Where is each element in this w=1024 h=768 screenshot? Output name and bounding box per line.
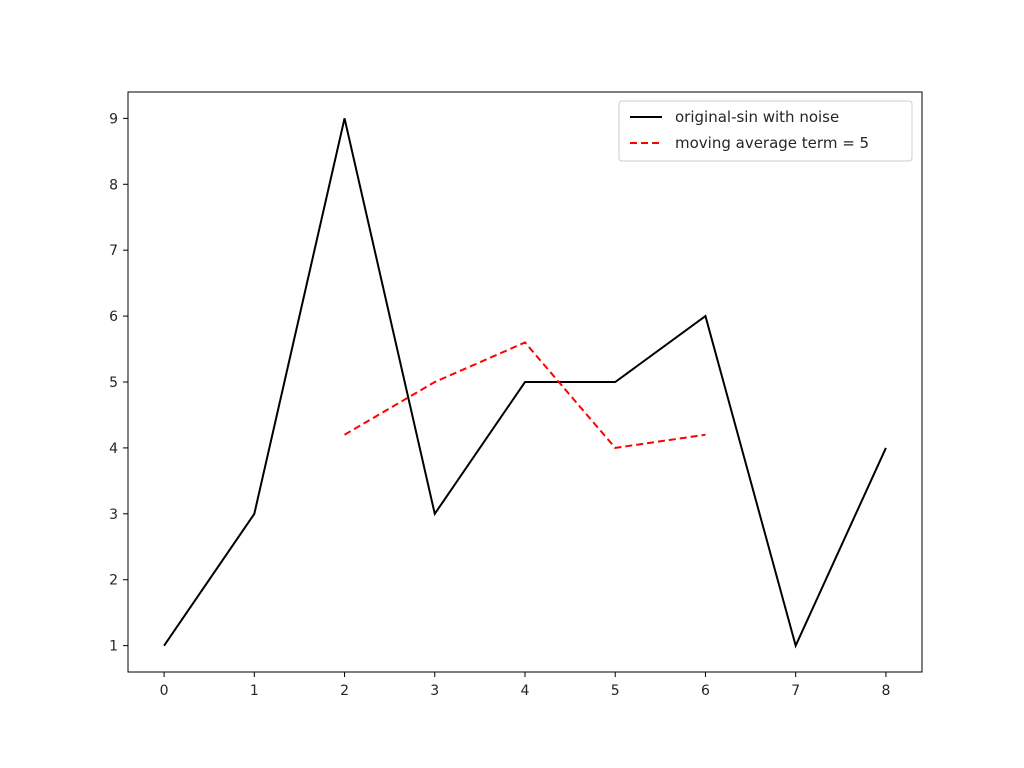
y-tick-label: 2	[109, 573, 118, 589]
x-tick-label: 0	[160, 683, 169, 699]
x-tick-label: 1	[250, 683, 259, 699]
y-tick-label: 1	[109, 639, 118, 655]
x-tick-label: 7	[791, 683, 800, 699]
series-line-2	[344, 341, 706, 449]
x-tick-label: 8	[881, 683, 890, 699]
plot-frame	[127, 91, 923, 673]
y-tick-label: 4	[109, 441, 118, 457]
legend-label-series-1: original-sin with noise	[675, 108, 839, 126]
x-tick-label: 6	[701, 683, 710, 699]
y-tick-label: 8	[109, 177, 118, 193]
series-layer	[163, 118, 887, 649]
x-tick-label: 2	[340, 683, 349, 699]
x-tick-label: 3	[430, 683, 439, 699]
x-axis-ticks: 0 1 2 3 4 5 6 7 8	[160, 672, 890, 699]
legend-label-series-2: moving average term = 5	[675, 134, 869, 152]
legend-box	[618, 100, 913, 162]
y-tick-label: 3	[109, 507, 118, 523]
y-axis-ticks: 1 2 3 4 5 6 7 8 9	[109, 111, 128, 655]
y-tick-label: 6	[109, 309, 118, 325]
x-tick-label: 5	[611, 683, 620, 699]
legend: original-sin with noise moving average t…	[618, 100, 913, 162]
y-tick-label: 5	[109, 375, 118, 391]
x-tick-label: 4	[521, 683, 530, 699]
y-tick-label: 9	[109, 111, 118, 127]
series-line-1	[163, 118, 887, 649]
y-tick-label: 7	[109, 243, 118, 259]
